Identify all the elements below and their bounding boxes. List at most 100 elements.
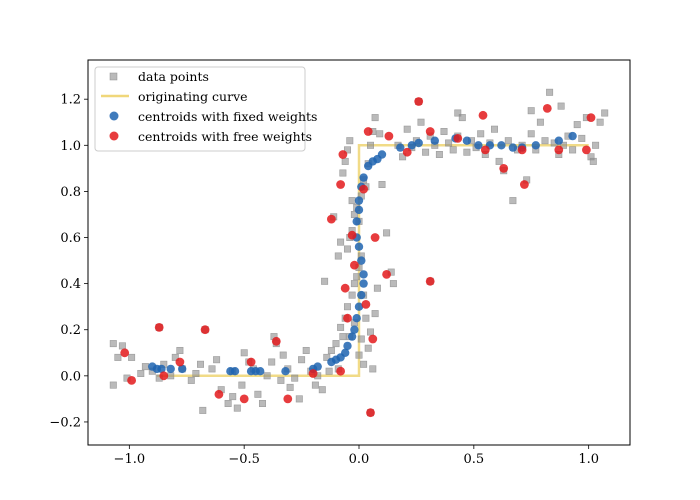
data-point <box>371 114 379 122</box>
data-point <box>279 351 287 359</box>
data-point <box>291 374 299 382</box>
data-point <box>463 148 471 156</box>
data-point <box>318 386 326 394</box>
data-point <box>137 369 145 377</box>
data-point <box>171 353 179 361</box>
data-point <box>596 118 604 126</box>
data-point <box>302 346 310 354</box>
fixed-centroid <box>343 341 352 351</box>
data-point <box>327 346 335 354</box>
data-point <box>527 130 535 138</box>
data-point <box>238 381 246 389</box>
free-centroid <box>366 408 375 418</box>
free-centroid <box>453 134 463 143</box>
legend-label-fixed-centroids: centroids with fixed weights <box>138 109 317 124</box>
data-point <box>213 356 221 364</box>
data-point <box>224 399 232 407</box>
data-point <box>376 130 384 138</box>
data-point <box>504 137 512 145</box>
data-point <box>350 280 358 288</box>
data-point <box>337 238 345 246</box>
fixed-centroid <box>462 136 472 145</box>
data-point <box>192 369 200 377</box>
data-point <box>298 356 306 364</box>
fixed-centroid <box>377 150 387 159</box>
data-point <box>325 367 333 375</box>
data-point <box>355 351 363 359</box>
free-centroid <box>200 325 210 335</box>
data-point <box>311 381 319 389</box>
free-centroid <box>425 276 435 286</box>
free-centroid <box>120 348 130 358</box>
free-centroid <box>350 260 359 270</box>
data-point <box>341 157 349 165</box>
free-centroid <box>175 357 185 367</box>
data-point <box>569 146 577 154</box>
free-centroid <box>340 283 350 293</box>
fixed-centroid <box>157 364 166 374</box>
fixed-centroid <box>568 131 577 141</box>
data-point <box>208 365 216 373</box>
free-centroid <box>554 145 564 155</box>
data-point <box>369 365 377 373</box>
data-point <box>332 340 340 348</box>
data-point <box>509 197 517 205</box>
data-point <box>348 291 356 299</box>
free-centroid <box>239 394 249 404</box>
fixed-centroid <box>359 270 368 279</box>
data-point <box>339 333 347 341</box>
data-point <box>557 102 565 110</box>
free-centroid <box>384 131 394 141</box>
data-point <box>343 303 351 311</box>
free-centroid <box>308 369 318 378</box>
data-point <box>346 137 354 145</box>
y-tick-label: 0.2 <box>60 323 81 338</box>
data-point <box>495 157 503 165</box>
y-tick-label: 1.0 <box>60 139 81 154</box>
fixed-centroid <box>430 136 439 145</box>
data-point <box>445 139 453 147</box>
data-point <box>229 393 237 401</box>
data-point <box>348 197 356 205</box>
data-point <box>254 390 262 398</box>
data-point <box>362 314 370 322</box>
fixed-centroids-layer <box>148 131 577 376</box>
data-point <box>371 310 379 318</box>
data-point <box>233 404 241 412</box>
y-axis-ticks: −0.2 0.0 0.2 0.4 0.6 0.8 1.0 1.2 <box>49 93 88 430</box>
data-point <box>199 406 207 414</box>
x-tick-label: −0.5 <box>228 452 260 467</box>
data-point <box>187 376 195 384</box>
free-centroid <box>336 180 345 189</box>
free-centroid <box>246 357 256 367</box>
data-point <box>592 141 600 149</box>
free-centroid <box>520 180 529 189</box>
data-point <box>268 358 276 366</box>
data-point <box>360 360 368 368</box>
y-tick-label: 0.8 <box>60 185 81 200</box>
free-centroid <box>478 110 488 120</box>
x-tick-label: 1.0 <box>578 452 599 467</box>
fixed-centroid <box>354 196 364 205</box>
free-centroid <box>338 150 348 159</box>
free-centroid <box>363 127 373 136</box>
y-tick-label: 1.2 <box>60 93 81 108</box>
data-point <box>559 141 567 149</box>
data-point <box>350 211 358 219</box>
free-centroid <box>382 270 391 279</box>
data-point <box>114 353 122 361</box>
fixed-centroid <box>354 302 364 311</box>
fixed-centroid <box>354 205 364 215</box>
free-centroid <box>327 214 336 224</box>
data-point <box>343 245 351 253</box>
data-point <box>440 128 448 136</box>
data-point <box>176 346 184 354</box>
x-axis-ticks: −1.0 −0.5 0.0 0.5 1.0 <box>114 445 599 467</box>
fixed-centroid <box>347 332 357 341</box>
legend-marker-data-points <box>109 72 118 81</box>
fixed-centroid <box>341 348 350 357</box>
data-point <box>334 252 342 260</box>
x-tick-label: −1.0 <box>114 452 146 467</box>
